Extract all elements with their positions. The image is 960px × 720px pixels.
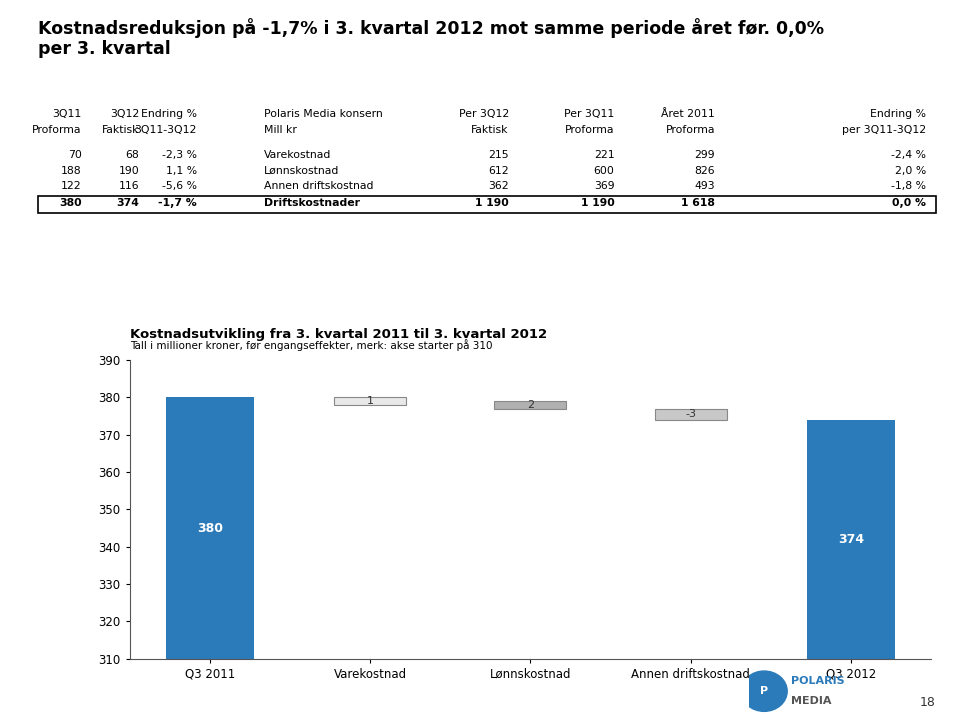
Bar: [166, 397, 253, 659]
Text: Faktisk: Faktisk: [471, 125, 509, 135]
Circle shape: [741, 671, 787, 711]
Text: 826: 826: [695, 166, 715, 176]
Text: 493: 493: [695, 181, 715, 192]
Text: Proforma: Proforma: [32, 125, 82, 135]
Text: 68: 68: [126, 150, 139, 160]
Text: 369: 369: [594, 181, 614, 192]
Bar: [655, 408, 727, 420]
Text: 380: 380: [197, 521, 223, 534]
Bar: [807, 420, 895, 659]
Text: Lønnskostnad: Lønnskostnad: [264, 166, 340, 176]
Text: per 3. kvartal: per 3. kvartal: [38, 40, 171, 58]
Text: Mill kr: Mill kr: [264, 125, 297, 135]
Text: Polaris Media konsern: Polaris Media konsern: [264, 109, 383, 119]
Text: Annen driftskostnad: Annen driftskostnad: [264, 181, 373, 192]
Text: 18: 18: [920, 696, 936, 709]
Text: 600: 600: [593, 166, 614, 176]
Text: POLARIS: POLARIS: [791, 676, 845, 686]
Text: Per 3Q12: Per 3Q12: [459, 109, 509, 119]
Text: -5,6 %: -5,6 %: [162, 181, 197, 192]
Text: 1 190: 1 190: [475, 198, 509, 208]
Text: 188: 188: [61, 166, 82, 176]
Text: P: P: [760, 686, 768, 696]
Text: 2: 2: [527, 400, 534, 410]
Text: 122: 122: [61, 181, 82, 192]
Text: 116: 116: [119, 181, 139, 192]
Text: 1 618: 1 618: [682, 198, 715, 208]
Text: Driftskostnader: Driftskostnader: [264, 198, 360, 208]
Text: Proforma: Proforma: [564, 125, 614, 135]
Text: 374: 374: [116, 198, 139, 208]
Text: Proforma: Proforma: [665, 125, 715, 135]
Text: -2,3 %: -2,3 %: [162, 150, 197, 160]
Text: Faktisk: Faktisk: [102, 125, 139, 135]
Text: Varekostnad: Varekostnad: [264, 150, 331, 160]
Text: 299: 299: [695, 150, 715, 160]
Text: 3Q12: 3Q12: [110, 109, 139, 119]
Text: -2,4 %: -2,4 %: [892, 150, 926, 160]
Text: Tall i millioner kroner, før engangseffekter, merk: akse starter på 310: Tall i millioner kroner, før engangseffe…: [130, 338, 492, 351]
Text: Endring %: Endring %: [871, 109, 926, 119]
Text: -1,7 %: -1,7 %: [158, 198, 197, 208]
Text: -3: -3: [685, 409, 696, 419]
Text: 2,0 %: 2,0 %: [895, 166, 926, 176]
Text: per 3Q11-3Q12: per 3Q11-3Q12: [842, 125, 926, 135]
Text: Kostnadsreduksjon på -1,7% i 3. kvartal 2012 mot samme periode året før. 0,0%: Kostnadsreduksjon på -1,7% i 3. kvartal …: [38, 18, 825, 38]
Text: 1,1 %: 1,1 %: [166, 166, 197, 176]
Text: 374: 374: [838, 533, 864, 546]
Text: 0,0 %: 0,0 %: [893, 198, 926, 208]
Text: 1: 1: [367, 396, 373, 406]
Text: MEDIA: MEDIA: [791, 696, 831, 706]
Text: Endring %: Endring %: [141, 109, 197, 119]
Text: 190: 190: [118, 166, 139, 176]
Text: 612: 612: [489, 166, 509, 176]
Text: 1 190: 1 190: [581, 198, 614, 208]
Text: Kostnadsutvikling fra 3. kvartal 2011 til 3. kvartal 2012: Kostnadsutvikling fra 3. kvartal 2011 ti…: [130, 328, 547, 341]
Bar: [494, 401, 566, 408]
Text: 362: 362: [489, 181, 509, 192]
Bar: [334, 397, 406, 405]
Text: -1,8 %: -1,8 %: [892, 181, 926, 192]
Text: 221: 221: [594, 150, 614, 160]
Text: Per 3Q11: Per 3Q11: [564, 109, 614, 119]
Text: 380: 380: [59, 198, 82, 208]
Text: 3Q11-3Q12: 3Q11-3Q12: [134, 125, 197, 135]
Text: 215: 215: [489, 150, 509, 160]
Text: Året 2011: Året 2011: [661, 109, 715, 119]
Text: 3Q11: 3Q11: [53, 109, 82, 119]
Text: 70: 70: [68, 150, 82, 160]
